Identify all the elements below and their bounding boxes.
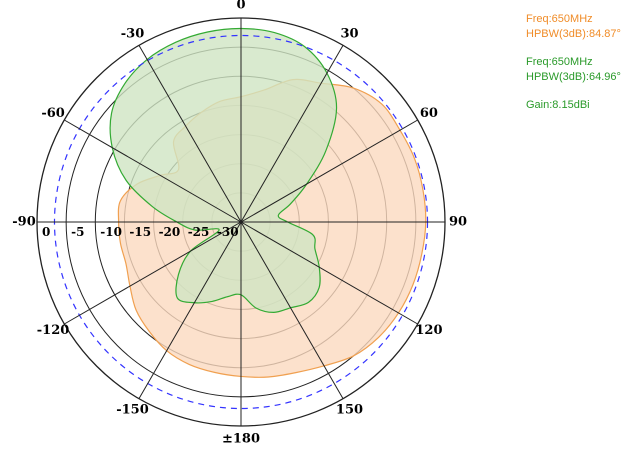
legend: Freq:650MHz HPBW(3dB):84.87° Freq:650MHz… <box>526 12 621 126</box>
angle-tick-label: 0 <box>236 0 245 13</box>
angle-tick-label: 90 <box>449 215 467 230</box>
legend-freq-1: Freq:650MHz <box>526 13 593 25</box>
angle-tick-label: -60 <box>41 106 65 121</box>
angle-tick-label: -30 <box>121 27 145 42</box>
radial-tick-label: -5 <box>71 225 84 239</box>
radial-tick-label: 0 <box>42 225 50 239</box>
spoke-line <box>138 45 242 223</box>
legend-entry-orange: Freq:650MHz HPBW(3dB):84.87° <box>526 12 621 42</box>
spoke-line <box>240 221 344 399</box>
spoke-line <box>64 119 242 223</box>
radial-tick-labels: 0 -5 -10 -15 -20 -25 -30 <box>42 225 239 239</box>
spoke-line <box>240 119 418 223</box>
angle-spokes <box>37 18 445 426</box>
angle-tick-label: 60 <box>420 106 438 121</box>
angle-tick-label: -120 <box>37 323 70 338</box>
angle-tick-label: ±180 <box>222 432 260 447</box>
legend-entry-green: Freq:650MHz HPBW(3dB):64.96° <box>526 55 621 85</box>
angle-tick-label: 150 <box>336 402 363 417</box>
spoke-line <box>138 221 242 399</box>
radial-tick-label: -20 <box>159 225 181 239</box>
legend-gain: Gain:8.15dBi <box>526 99 590 111</box>
angle-tick-label: -150 <box>116 402 149 417</box>
radial-tick-label: -15 <box>129 225 151 239</box>
spoke-line <box>240 45 344 223</box>
angle-tick-label: 120 <box>415 323 442 338</box>
radial-tick-label: -10 <box>100 225 122 239</box>
legend-hpbw-1: HPBW(3dB):84.87° <box>526 28 621 40</box>
legend-entry-gain: Gain:8.15dBi <box>526 98 621 113</box>
angle-tick-label: 30 <box>340 27 358 42</box>
spoke-line <box>240 221 418 325</box>
radial-tick-label: -25 <box>188 225 210 239</box>
angle-tick-label: -90 <box>12 215 36 230</box>
legend-hpbw-2: HPBW(3dB):64.96° <box>526 71 621 83</box>
radial-tick-label: -30 <box>217 225 239 239</box>
spoke-line <box>64 221 242 325</box>
legend-freq-2: Freq:650MHz <box>526 56 593 68</box>
